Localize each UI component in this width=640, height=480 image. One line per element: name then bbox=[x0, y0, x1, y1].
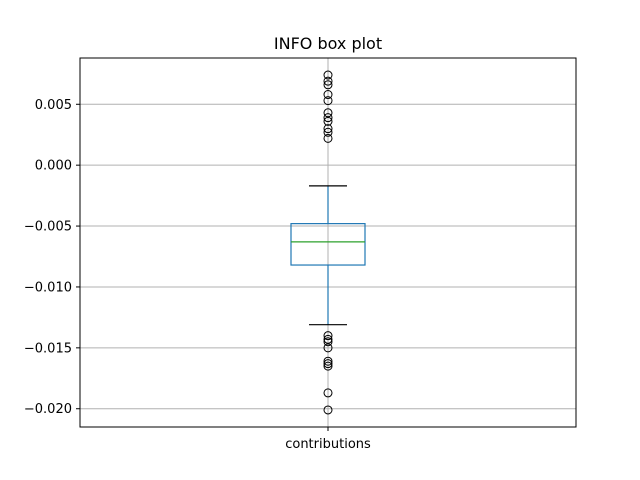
outlier-point bbox=[323, 356, 333, 366]
outlier-point bbox=[323, 359, 333, 369]
outlier-point bbox=[323, 76, 333, 86]
outlier-point bbox=[323, 331, 333, 341]
outlier-point bbox=[323, 133, 333, 143]
y-tick-label: −0.005 bbox=[24, 220, 72, 235]
outliers bbox=[323, 70, 333, 415]
y-tick-label: 0.000 bbox=[35, 159, 72, 174]
plot-frame bbox=[79, 57, 577, 428]
outlier-point bbox=[323, 70, 333, 80]
outlier-point bbox=[323, 337, 333, 347]
y-tick-label: −0.010 bbox=[24, 280, 72, 295]
y-axis: 0.005 0.000 −0.005 −0.010 −0.015 −0.020 bbox=[24, 98, 80, 417]
outlier-point bbox=[323, 90, 333, 100]
x-tick-label: contributions bbox=[285, 437, 371, 452]
outlier-point bbox=[323, 405, 333, 415]
outlier-point bbox=[323, 127, 333, 137]
outlier-point bbox=[323, 334, 333, 344]
outlier-point bbox=[323, 388, 333, 398]
y-tick-label: −0.015 bbox=[24, 341, 72, 356]
outlier-point bbox=[323, 113, 333, 123]
x-axis: contributions bbox=[285, 427, 371, 452]
outlier-point bbox=[323, 343, 333, 353]
grid-layer bbox=[80, 58, 576, 427]
outlier-point bbox=[323, 124, 333, 134]
outlier-point bbox=[323, 361, 333, 371]
outlier-point bbox=[323, 80, 333, 90]
y-tick-label: 0.005 bbox=[35, 98, 72, 113]
chart-title: INFO box plot bbox=[274, 34, 382, 53]
outlier-point bbox=[323, 116, 333, 126]
outlier-point bbox=[323, 108, 333, 118]
iqr-box bbox=[290, 223, 366, 266]
box-plot bbox=[290, 185, 366, 326]
outlier-point bbox=[323, 96, 333, 106]
y-tick-label: −0.020 bbox=[24, 402, 72, 417]
